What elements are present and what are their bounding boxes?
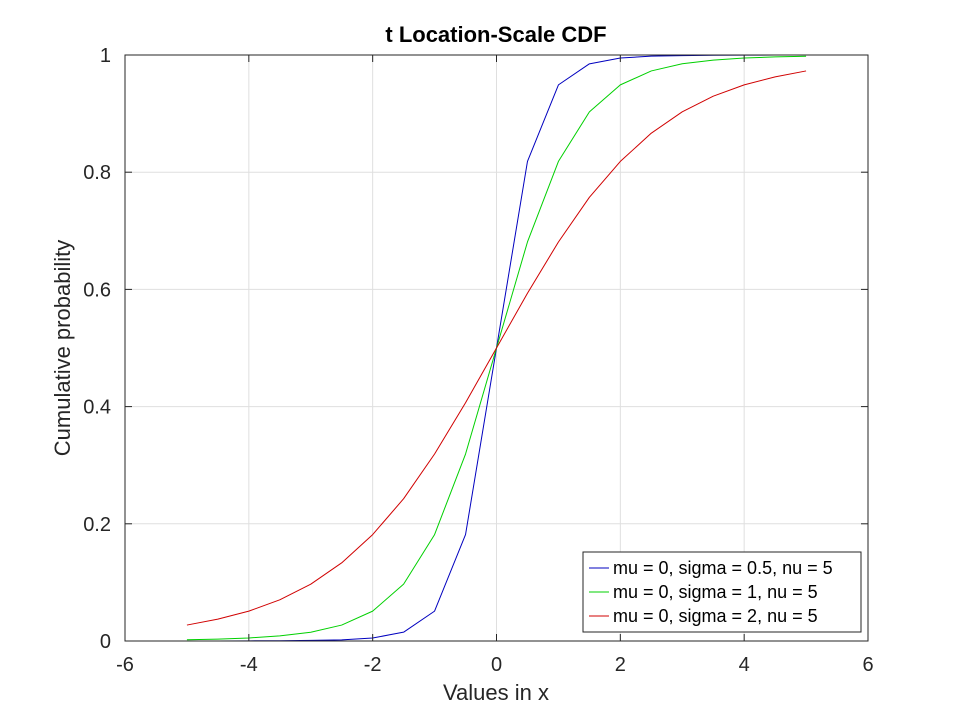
legend-label: mu = 0, sigma = 2, nu = 5 (613, 606, 818, 626)
legend-label: mu = 0, sigma = 0.5, nu = 5 (613, 558, 833, 578)
x-tick-label: 4 (739, 654, 750, 676)
y-tick-label: 0.6 (83, 279, 111, 301)
y-tick-label: 1 (100, 45, 111, 67)
y-tick-label: 0 (100, 631, 111, 653)
y-tick-label: 0.8 (83, 162, 111, 184)
x-tick-label: -4 (240, 654, 258, 676)
y-tick-label: 0.2 (83, 514, 111, 536)
x-axis-label: Values in x (443, 680, 549, 705)
x-tick-label: 6 (862, 654, 873, 676)
y-tick-label: 0.4 (83, 397, 111, 419)
x-tick-label: 2 (615, 654, 626, 676)
chart-title: t Location-Scale CDF (385, 22, 606, 47)
ticks: -6 -4 -2 0 2 4 6 0 0.2 0.4 0.6 0.8 1 (83, 45, 873, 676)
series-line (186, 70, 807, 626)
legend-box (582, 551, 862, 633)
legend: mu = 0, sigma = 0.5, nu = 5 mu = 0, sigma… (582, 551, 862, 633)
y-axis-label: Cumulative probability (50, 240, 75, 456)
x-tick-label: -2 (364, 654, 382, 676)
x-tick-label: -6 (116, 654, 134, 676)
legend-label: mu = 0, sigma = 1, nu = 5 (613, 582, 818, 602)
x-tick-label: 0 (491, 654, 502, 676)
